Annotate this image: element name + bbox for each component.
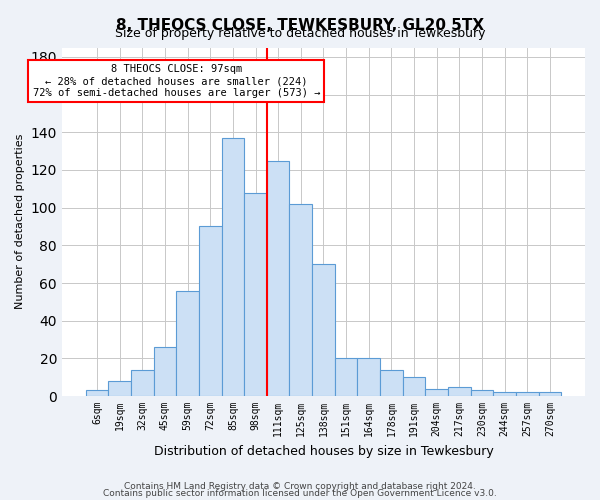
Bar (493, 392, 516, 396)
Bar (448, 386, 470, 396)
X-axis label: Distribution of detached houses by size in Tewkesbury: Distribution of detached houses by size … (154, 444, 493, 458)
Bar (403, 377, 425, 396)
Bar (289, 204, 312, 396)
Bar (221, 138, 244, 396)
Bar (516, 392, 539, 396)
Bar (358, 358, 380, 396)
Bar (380, 370, 403, 396)
Bar (539, 392, 561, 396)
Bar (154, 347, 176, 396)
Y-axis label: Number of detached properties: Number of detached properties (15, 134, 25, 310)
Text: 8 THEOCS CLOSE: 97sqm
← 28% of detached houses are smaller (224)
72% of semi-det: 8 THEOCS CLOSE: 97sqm ← 28% of detached … (32, 64, 320, 98)
Bar (335, 358, 358, 396)
Text: Size of property relative to detached houses in Tewkesbury: Size of property relative to detached ho… (115, 28, 485, 40)
Text: Contains public sector information licensed under the Open Government Licence v3: Contains public sector information licen… (103, 489, 497, 498)
Bar (199, 226, 221, 396)
Bar (109, 381, 131, 396)
Bar (131, 370, 154, 396)
Bar (470, 390, 493, 396)
Text: 8, THEOCS CLOSE, TEWKESBURY, GL20 5TX: 8, THEOCS CLOSE, TEWKESBURY, GL20 5TX (116, 18, 484, 32)
Text: Contains HM Land Registry data © Crown copyright and database right 2024.: Contains HM Land Registry data © Crown c… (124, 482, 476, 491)
Bar (425, 388, 448, 396)
Bar (244, 192, 267, 396)
Bar (312, 264, 335, 396)
Bar (86, 390, 109, 396)
Bar (176, 290, 199, 396)
Bar (267, 160, 289, 396)
